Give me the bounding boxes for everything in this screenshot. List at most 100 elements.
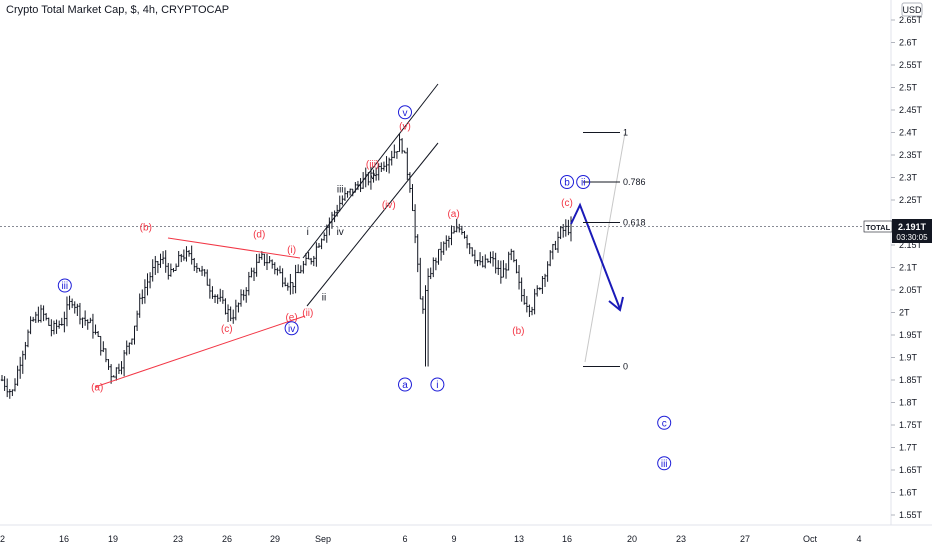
currency-label: USD xyxy=(902,5,922,15)
wave-label-circle xyxy=(430,377,445,392)
fibonacci-levels: 1 0.786 0.618 0 xyxy=(583,128,646,372)
y-tick-label: 1.65T xyxy=(899,465,923,475)
triangle-upper-line xyxy=(167,237,301,259)
price-tag-box xyxy=(892,219,932,243)
x-tick-label: Oct xyxy=(803,534,818,544)
fib-trend-line xyxy=(584,132,626,363)
channel-upper-line xyxy=(302,83,439,259)
triangle-lower-line xyxy=(94,315,306,388)
y-tick-label: 2.6T xyxy=(899,38,918,48)
x-tick-label: 20 xyxy=(627,534,637,544)
y-tick-label: 1.7T xyxy=(899,443,918,453)
x-axis: 12 16 19 23 26 29 Sep 6 9 13 16 20 23 27 Oct 4 xyxy=(0,524,932,544)
x-tick-label: 27 xyxy=(740,534,750,544)
y-tick-label: 2.15T xyxy=(899,240,923,250)
wave-label: (d) xyxy=(253,229,265,240)
wave-label-circle xyxy=(398,377,412,392)
x-tick-label: 9 xyxy=(451,534,456,544)
x-tick-label: 16 xyxy=(59,534,69,544)
y-tick-label: 2.45T xyxy=(899,105,923,115)
chart-title: Crypto Total Market Cap, $, 4h, CRYPTOCA… xyxy=(6,4,230,16)
wave-label: c xyxy=(662,418,667,429)
wave-label-circle xyxy=(57,278,72,293)
wave-label: (a) xyxy=(447,209,459,220)
y-tick-label: 2.25T xyxy=(899,195,923,205)
y-tick-label: 1.6T xyxy=(899,488,918,498)
drawing-overlays xyxy=(94,83,626,388)
wave-label: (v) xyxy=(399,121,411,132)
x-tick-label: 29 xyxy=(270,534,280,544)
wave-label-circle xyxy=(284,321,299,336)
wave-label-circle xyxy=(398,105,412,120)
y-tick-label: 2.65T xyxy=(899,15,923,25)
y-tick-label: 1.8T xyxy=(899,398,918,408)
wave-label: (c) xyxy=(221,324,233,335)
fib-level-label: 0.786 xyxy=(623,177,646,187)
wave-labels: (a)iii(b)(c)(d)(e)iv(i)(ii)iiiiiiivv(iii… xyxy=(57,105,672,471)
x-tick-label: 23 xyxy=(676,534,686,544)
x-tick-label: 16 xyxy=(562,534,572,544)
projection-path xyxy=(570,202,621,310)
wave-label: a xyxy=(402,380,408,391)
wave-label: i xyxy=(436,380,438,391)
wave-label: (iii) xyxy=(366,160,379,171)
fib-level-label: 1 xyxy=(623,128,628,138)
y-tick-label: 1.95T xyxy=(899,330,923,340)
x-tick-label: 23 xyxy=(173,534,183,544)
y-tick-label: 2.55T xyxy=(899,60,923,70)
fib-level-label: 0.618 xyxy=(623,218,646,228)
wave-label: (e) xyxy=(285,313,297,324)
wave-label: iv xyxy=(337,227,344,238)
y-tick-label: 2.4T xyxy=(899,128,918,138)
projection-arrowhead xyxy=(608,296,624,312)
wave-label: v xyxy=(403,108,408,119)
wave-label-circle xyxy=(560,175,574,189)
price-tag-value: 2.191T xyxy=(898,222,927,232)
y-tick-label: 1.85T xyxy=(899,375,923,385)
y-tick-label: 1.9T xyxy=(899,353,918,363)
wave-label: (b) xyxy=(512,326,524,337)
wave-label: v xyxy=(370,171,375,182)
wave-label: (c) xyxy=(561,198,573,209)
channel-lower-line xyxy=(306,142,439,307)
x-tick-label: 4 xyxy=(856,534,861,544)
price-tag-countdown: 03:30:05 xyxy=(896,233,928,242)
wave-label: (b) xyxy=(140,223,152,234)
wave-label: iii xyxy=(661,459,668,470)
wave-label: (a) xyxy=(91,382,103,393)
y-axis: 2.65T 2.6T 2.55T 2.5T 2.45T 2.4T 2.35T 2.3T 2.25… xyxy=(890,0,923,525)
y-tick-label: 2T xyxy=(899,308,910,318)
price-tag: TOTAL 2.191T 03:30:05 xyxy=(863,219,932,243)
wave-label: iii xyxy=(61,281,68,292)
candle-series xyxy=(0,133,573,399)
wave-label: (i) xyxy=(287,245,296,256)
wave-label: iv xyxy=(288,324,295,335)
fib-level-label: 0 xyxy=(623,362,628,372)
y-tick-label: 2.1T xyxy=(899,263,918,273)
wave-label-circle xyxy=(576,175,591,189)
x-tick-label: 26 xyxy=(222,534,232,544)
x-tick-label: 13 xyxy=(514,534,524,544)
x-tick-label: 12 xyxy=(0,534,5,544)
wave-label: iii xyxy=(337,184,344,195)
y-tick-label: 1.75T xyxy=(899,420,923,430)
y-tick-label: 1.55T xyxy=(899,510,923,520)
y-tick-label: 2.05T xyxy=(899,285,923,295)
x-tick-label: 19 xyxy=(108,534,118,544)
currency-box xyxy=(901,2,923,17)
wave-label: b xyxy=(564,178,570,189)
y-tick-label: 2.5T xyxy=(899,83,918,93)
wave-label: ii xyxy=(581,178,585,189)
x-tick-label: Sep xyxy=(315,534,331,544)
wave-label-circle xyxy=(657,456,672,471)
y-tick-label: 2.3T xyxy=(899,173,918,183)
y-tick-label: 2.35T xyxy=(899,150,923,160)
x-tick-label: 6 xyxy=(402,534,407,544)
wave-label-circle xyxy=(657,415,672,430)
wave-label: ii xyxy=(322,292,326,303)
symbol-tag: TOTAL xyxy=(866,223,891,232)
wave-label: i xyxy=(307,227,309,238)
wave-label: (ii) xyxy=(302,308,313,319)
wave-label: (iv) xyxy=(382,200,396,211)
